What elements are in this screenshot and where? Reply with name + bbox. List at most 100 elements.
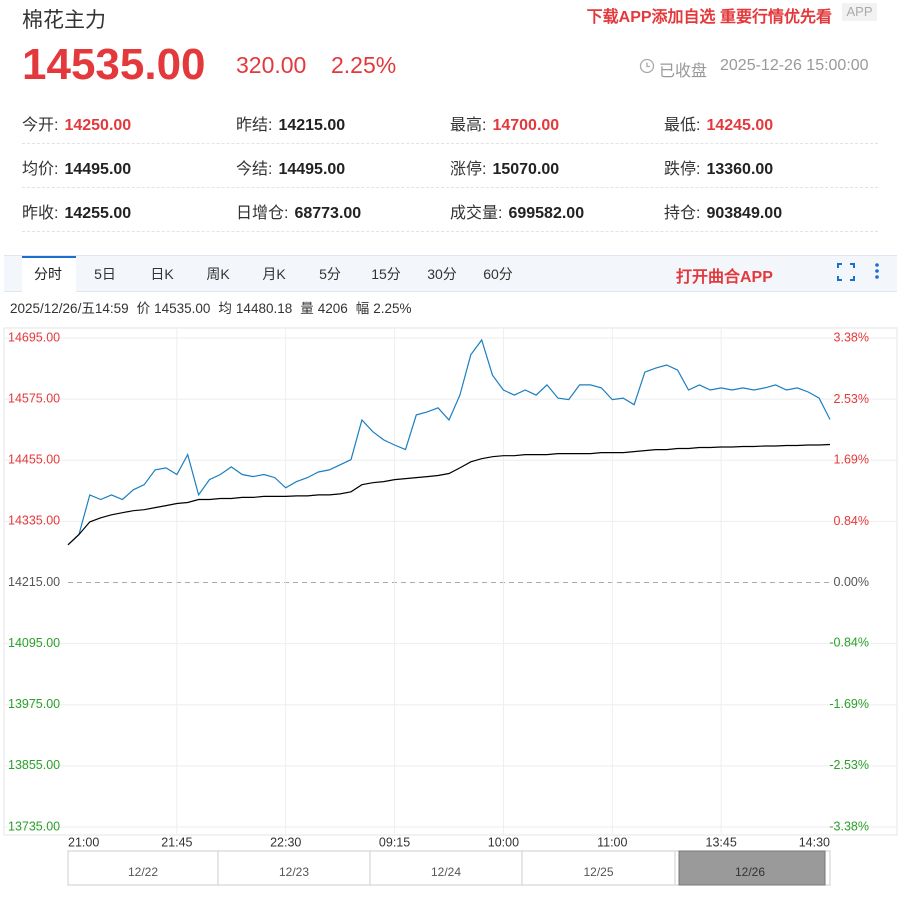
y-tick-label: 13975.00 [8, 697, 60, 711]
navigator-date: 12/24 [431, 865, 461, 879]
stat-value: 14250.00 [64, 117, 132, 134]
y2-tick-label: -2.53% [829, 758, 869, 772]
x-tick-label: 21:00 [68, 835, 99, 849]
navigator-date: 12/22 [128, 865, 158, 879]
title: 棉花主力 [22, 9, 106, 32]
info-label: 均 [218, 301, 232, 316]
y2-tick-label: -1.69% [829, 697, 869, 711]
change: 320.00 [236, 52, 307, 78]
promo[interactable]: 下载APP添加自选 重要行情优先看 [586, 9, 832, 26]
stat-value: 903849.00 [706, 205, 783, 222]
stat-item: 最高: 14700.00 [450, 111, 559, 135]
navigator-date: 12/25 [583, 865, 613, 879]
y-tick-label: 14695.00 [8, 330, 60, 344]
tab[interactable]: 5分 [319, 266, 341, 282]
y-tick-label: 14215.00 [8, 575, 60, 589]
y2-tick-label: 0.00% [834, 575, 869, 589]
info-label: 价 [136, 301, 151, 316]
stat-item: 最低: 14245.00 [664, 111, 773, 135]
stat-value: 14215.00 [278, 117, 346, 134]
tab-bar [4, 255, 897, 292]
info-label: 幅 [355, 301, 370, 316]
stat-label: 成交量: [450, 205, 503, 222]
stat-label: 今结: [236, 161, 273, 178]
y-tick-label: 14575.00 [8, 391, 60, 405]
info-time: 2025/12/26/五14:59 [10, 301, 129, 316]
stat-label: 今开: [22, 117, 59, 134]
tab[interactable]: 月K [262, 266, 286, 282]
x-tick-label: 09:15 [379, 835, 410, 849]
change-pct: 2.25% [331, 52, 397, 78]
stat-value: 13360.00 [706, 161, 774, 178]
open-app[interactable]: 打开曲合APP [676, 269, 773, 286]
info-value: 2.25% [373, 301, 412, 316]
clock-icon [639, 58, 655, 74]
tab[interactable]: 5日 [94, 266, 116, 282]
stat-value: 68773.00 [294, 205, 362, 222]
stat-item: 成交量: 699582.00 [450, 199, 584, 223]
tab[interactable]: 日K [150, 266, 174, 282]
time: 2025-12-26 15:00:00 [720, 57, 869, 74]
stat-value: 14255.00 [64, 205, 132, 222]
row-separator [22, 231, 878, 232]
series-line [67, 338, 831, 546]
stat-item: 持仓: 903849.00 [664, 199, 782, 223]
plot-frame [3, 327, 898, 836]
stat-label: 最高: [450, 117, 487, 134]
tab[interactable]: 分时 [34, 266, 62, 282]
row-separator [22, 143, 878, 144]
stat-value: 699582.00 [508, 205, 585, 222]
stat-label: 昨结: [236, 117, 273, 134]
x-tick-label: 10:00 [488, 835, 519, 849]
stat-item: 涨停: 15070.00 [450, 155, 559, 179]
y2-tick-label: -0.84% [829, 636, 869, 650]
stat-value: 14495.00 [64, 161, 132, 178]
stat-label: 持仓: [664, 205, 701, 222]
active-tab-bg [22, 256, 76, 292]
y2-tick-label: 3.38% [834, 330, 869, 344]
stat-item: 均价: 14495.00 [22, 155, 131, 179]
y2-tick-label: 1.69% [834, 453, 869, 467]
chart: 14695.00 14575.00 14455.00 14335.00 14215.00… [3, 327, 898, 886]
stat-label: 均价: [22, 161, 59, 178]
y-tick-label: 13735.00 [8, 819, 60, 833]
tab[interactable]: 15分 [371, 266, 401, 282]
navigator-date: 12/26 [735, 865, 765, 879]
info-line: 2025/12/26/五14:59 价 14535.00 均 14480.18 量 4206… [10, 297, 412, 317]
navigator-date: 12/23 [279, 865, 309, 879]
stat-item: 今开: 14250.00 [22, 111, 131, 135]
stat-label: 涨停: [450, 161, 487, 178]
info-label: 量 [300, 301, 314, 316]
y-tick-label: 14095.00 [8, 636, 60, 650]
y-tick-label: 14455.00 [8, 453, 60, 467]
stat-label: 昨收: [22, 205, 59, 222]
y2-tick-label: 0.84% [834, 514, 869, 528]
y2-tick-label: 2.53% [834, 392, 869, 406]
app-badge[interactable]: APP [842, 3, 877, 21]
tab[interactable]: 周K [206, 266, 230, 282]
series-line [67, 443, 831, 546]
y-tick-label: 14335.00 [8, 514, 60, 528]
stat-label: 最低: [664, 117, 701, 134]
stat-value: 14245.00 [706, 117, 774, 134]
stat-value: 14700.00 [492, 117, 560, 134]
row-separator [22, 187, 878, 188]
y2-tick-label: -3.38% [829, 819, 869, 833]
price: 14535.00 [22, 40, 206, 89]
status: 已收盘 [659, 63, 708, 80]
tab[interactable]: 30分 [427, 266, 457, 282]
stat-label: 跌停: [664, 161, 701, 178]
stat-item: 昨结: 14215.00 [236, 111, 345, 135]
stat-item: 跌停: 13360.00 [664, 155, 773, 179]
stat-item: 昨收: 14255.00 [22, 199, 131, 223]
stat-item: 今结: 14495.00 [236, 155, 345, 179]
stat-value: 15070.00 [492, 161, 560, 178]
tab[interactable]: 60分 [483, 266, 513, 282]
toolbar-icons[interactable] [836, 262, 886, 282]
info-value: 14535.00 [154, 301, 211, 316]
y-tick-label: 13855.00 [8, 758, 60, 772]
info-value: 14480.18 [235, 301, 293, 316]
x-tick-label: 14:30 [799, 835, 830, 849]
stat-item: 日增仓: 68773.00 [236, 199, 361, 223]
